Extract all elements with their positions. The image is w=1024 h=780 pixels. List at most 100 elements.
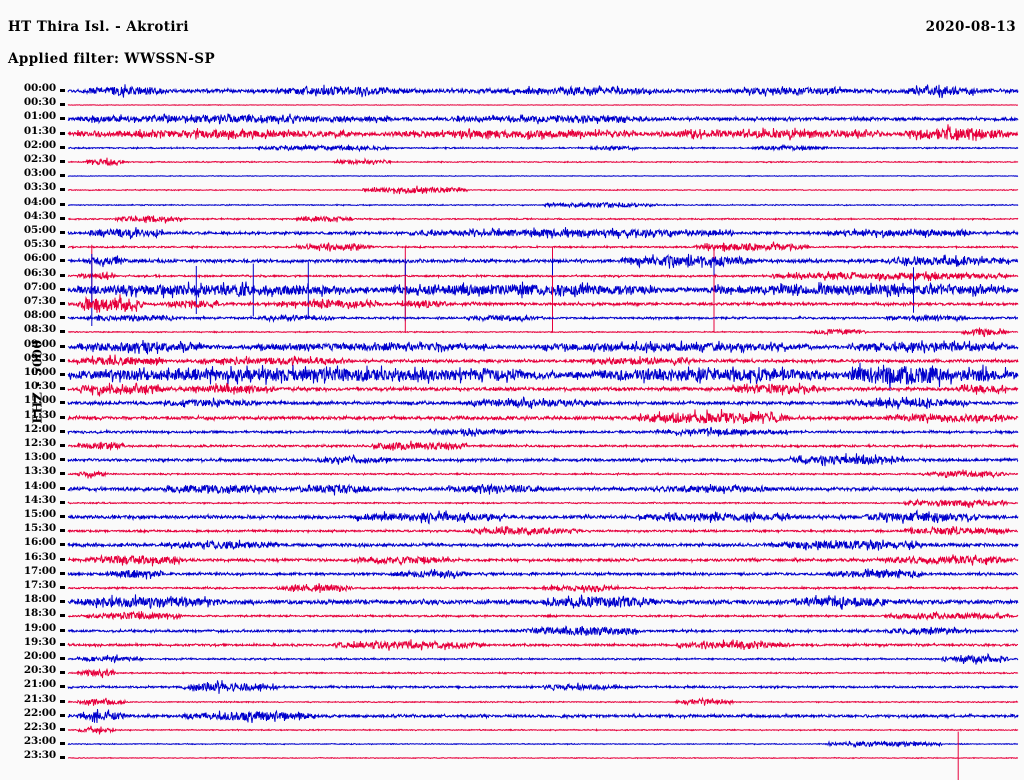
trace-line [67, 275, 1019, 333]
row-time-label: 12:30 [23, 437, 56, 449]
trace-line [67, 330, 1019, 364]
trace-line [67, 315, 1019, 349]
helicorder-row: 22:00 [0, 707, 1024, 723]
helicorder-row: 00:30 [0, 96, 1024, 112]
trace-line [67, 713, 1019, 747]
trace-line [67, 372, 1019, 406]
trace-line [67, 727, 1019, 761]
trace-line [67, 159, 1019, 193]
row-tick-mark [60, 458, 65, 462]
trace-line [67, 386, 1019, 420]
row-time-label: 19:30 [23, 635, 56, 648]
trace-line [67, 230, 1019, 264]
row-time-label: 03:30 [23, 181, 56, 194]
row-tick-mark [60, 160, 65, 163]
trace-line [67, 216, 1019, 250]
row-tick-mark [60, 316, 65, 320]
helicorder-row: 10:00 [0, 362, 1024, 392]
trace-line [68, 429, 1019, 463]
helicorder-row: 02:30 [0, 153, 1024, 169]
trace-line [67, 102, 1019, 136]
row-time-label: 20:00 [23, 650, 56, 662]
helicorder-row: 21:00 [0, 678, 1024, 695]
row-tick-mark [60, 358, 65, 362]
row-tick-mark [60, 529, 65, 533]
helicorder-row: 15:00 [0, 508, 1024, 525]
trace-line [67, 528, 1019, 562]
helicorder-row: 14:30 [0, 494, 1024, 510]
helicorder-row: 17:30 [0, 579, 1024, 595]
row-tick-mark [60, 429, 65, 433]
trace-line [67, 117, 1019, 151]
trace-line [67, 699, 1019, 733]
row-tick-mark [60, 571, 65, 575]
row-time-label: 03:00 [23, 167, 56, 180]
row-tick-mark [60, 231, 65, 234]
row-tick-mark [60, 259, 65, 263]
row-time-label: 08:30 [23, 323, 56, 336]
row-time-label: 15:00 [23, 508, 56, 520]
trace-line [67, 614, 1019, 648]
helicorder-row: 04:00 [0, 196, 1024, 212]
helicorder-row: 15:30 [0, 522, 1024, 538]
row-time-label: 18:30 [23, 607, 56, 620]
row-time-label: 05:00 [23, 224, 56, 236]
helicorder-row: 07:30 [0, 275, 1024, 333]
trace-line [67, 670, 1019, 704]
row-tick-mark [60, 642, 65, 646]
row-time-label: 22:30 [23, 721, 56, 733]
row-time-label: 01:00 [23, 110, 56, 123]
helicorder-row: 13:00 [0, 451, 1024, 467]
trace-line [67, 486, 1019, 520]
trace-line [67, 731, 1018, 780]
trace-line [67, 500, 1019, 534]
helicorder-row: 03:30 [0, 181, 1024, 197]
row-time-label: 17:00 [23, 564, 56, 577]
row-tick-mark [60, 699, 65, 703]
row-tick-mark [60, 131, 65, 135]
trace-line [67, 443, 1019, 477]
row-tick-mark [60, 713, 65, 717]
row-tick-mark [60, 557, 65, 561]
helicorder-row: 18:30 [0, 607, 1024, 623]
row-time-label: 10:00 [23, 366, 56, 378]
helicorder-row: 12:30 [0, 437, 1024, 453]
row-time-label: 02:30 [23, 153, 56, 165]
helicorder-row: 11:30 [0, 408, 1024, 425]
helicorder-row: 16:30 [0, 551, 1024, 567]
row-tick-mark [60, 188, 65, 192]
row-tick-mark [60, 245, 65, 249]
trace-line [67, 557, 1019, 591]
row-tick-mark [60, 472, 65, 476]
helicorder-row: 16:00 [0, 536, 1024, 552]
station-title: HT Thira Isl. - Akrotiri [8, 19, 189, 35]
trace-line [67, 585, 1019, 619]
row-tick-mark [60, 117, 65, 121]
helicorder-row: 13:30 [0, 465, 1024, 481]
row-tick-mark [60, 543, 65, 547]
trace-line [67, 457, 1019, 491]
trace-line [67, 628, 1018, 662]
row-tick-mark [60, 515, 65, 518]
trace-line [67, 401, 1019, 435]
trace-line [67, 244, 1019, 278]
trace-line [68, 202, 1019, 236]
row-tick-mark [60, 401, 65, 405]
trace-line [67, 571, 1019, 605]
row-tick-mark [60, 302, 65, 305]
row-time-label: 05:30 [23, 238, 56, 251]
helicorder-row: 14:00 [0, 480, 1024, 496]
trace-line [67, 543, 1019, 577]
row-time-label: 06:30 [23, 266, 56, 279]
row-tick-mark [60, 344, 65, 348]
row-time-label: 00:30 [23, 96, 56, 109]
helicorder-row: 08:30 [0, 323, 1024, 339]
helicorder-row: 02:00 [0, 139, 1024, 155]
row-tick-mark [60, 287, 65, 291]
row-time-label: 18:00 [23, 593, 56, 606]
helicorder-row: 01:30 [0, 123, 1024, 141]
trace-line [67, 642, 1019, 676]
helicorder-row: 05:00 [0, 224, 1024, 240]
helicorder-row: 03:00 [0, 167, 1024, 183]
